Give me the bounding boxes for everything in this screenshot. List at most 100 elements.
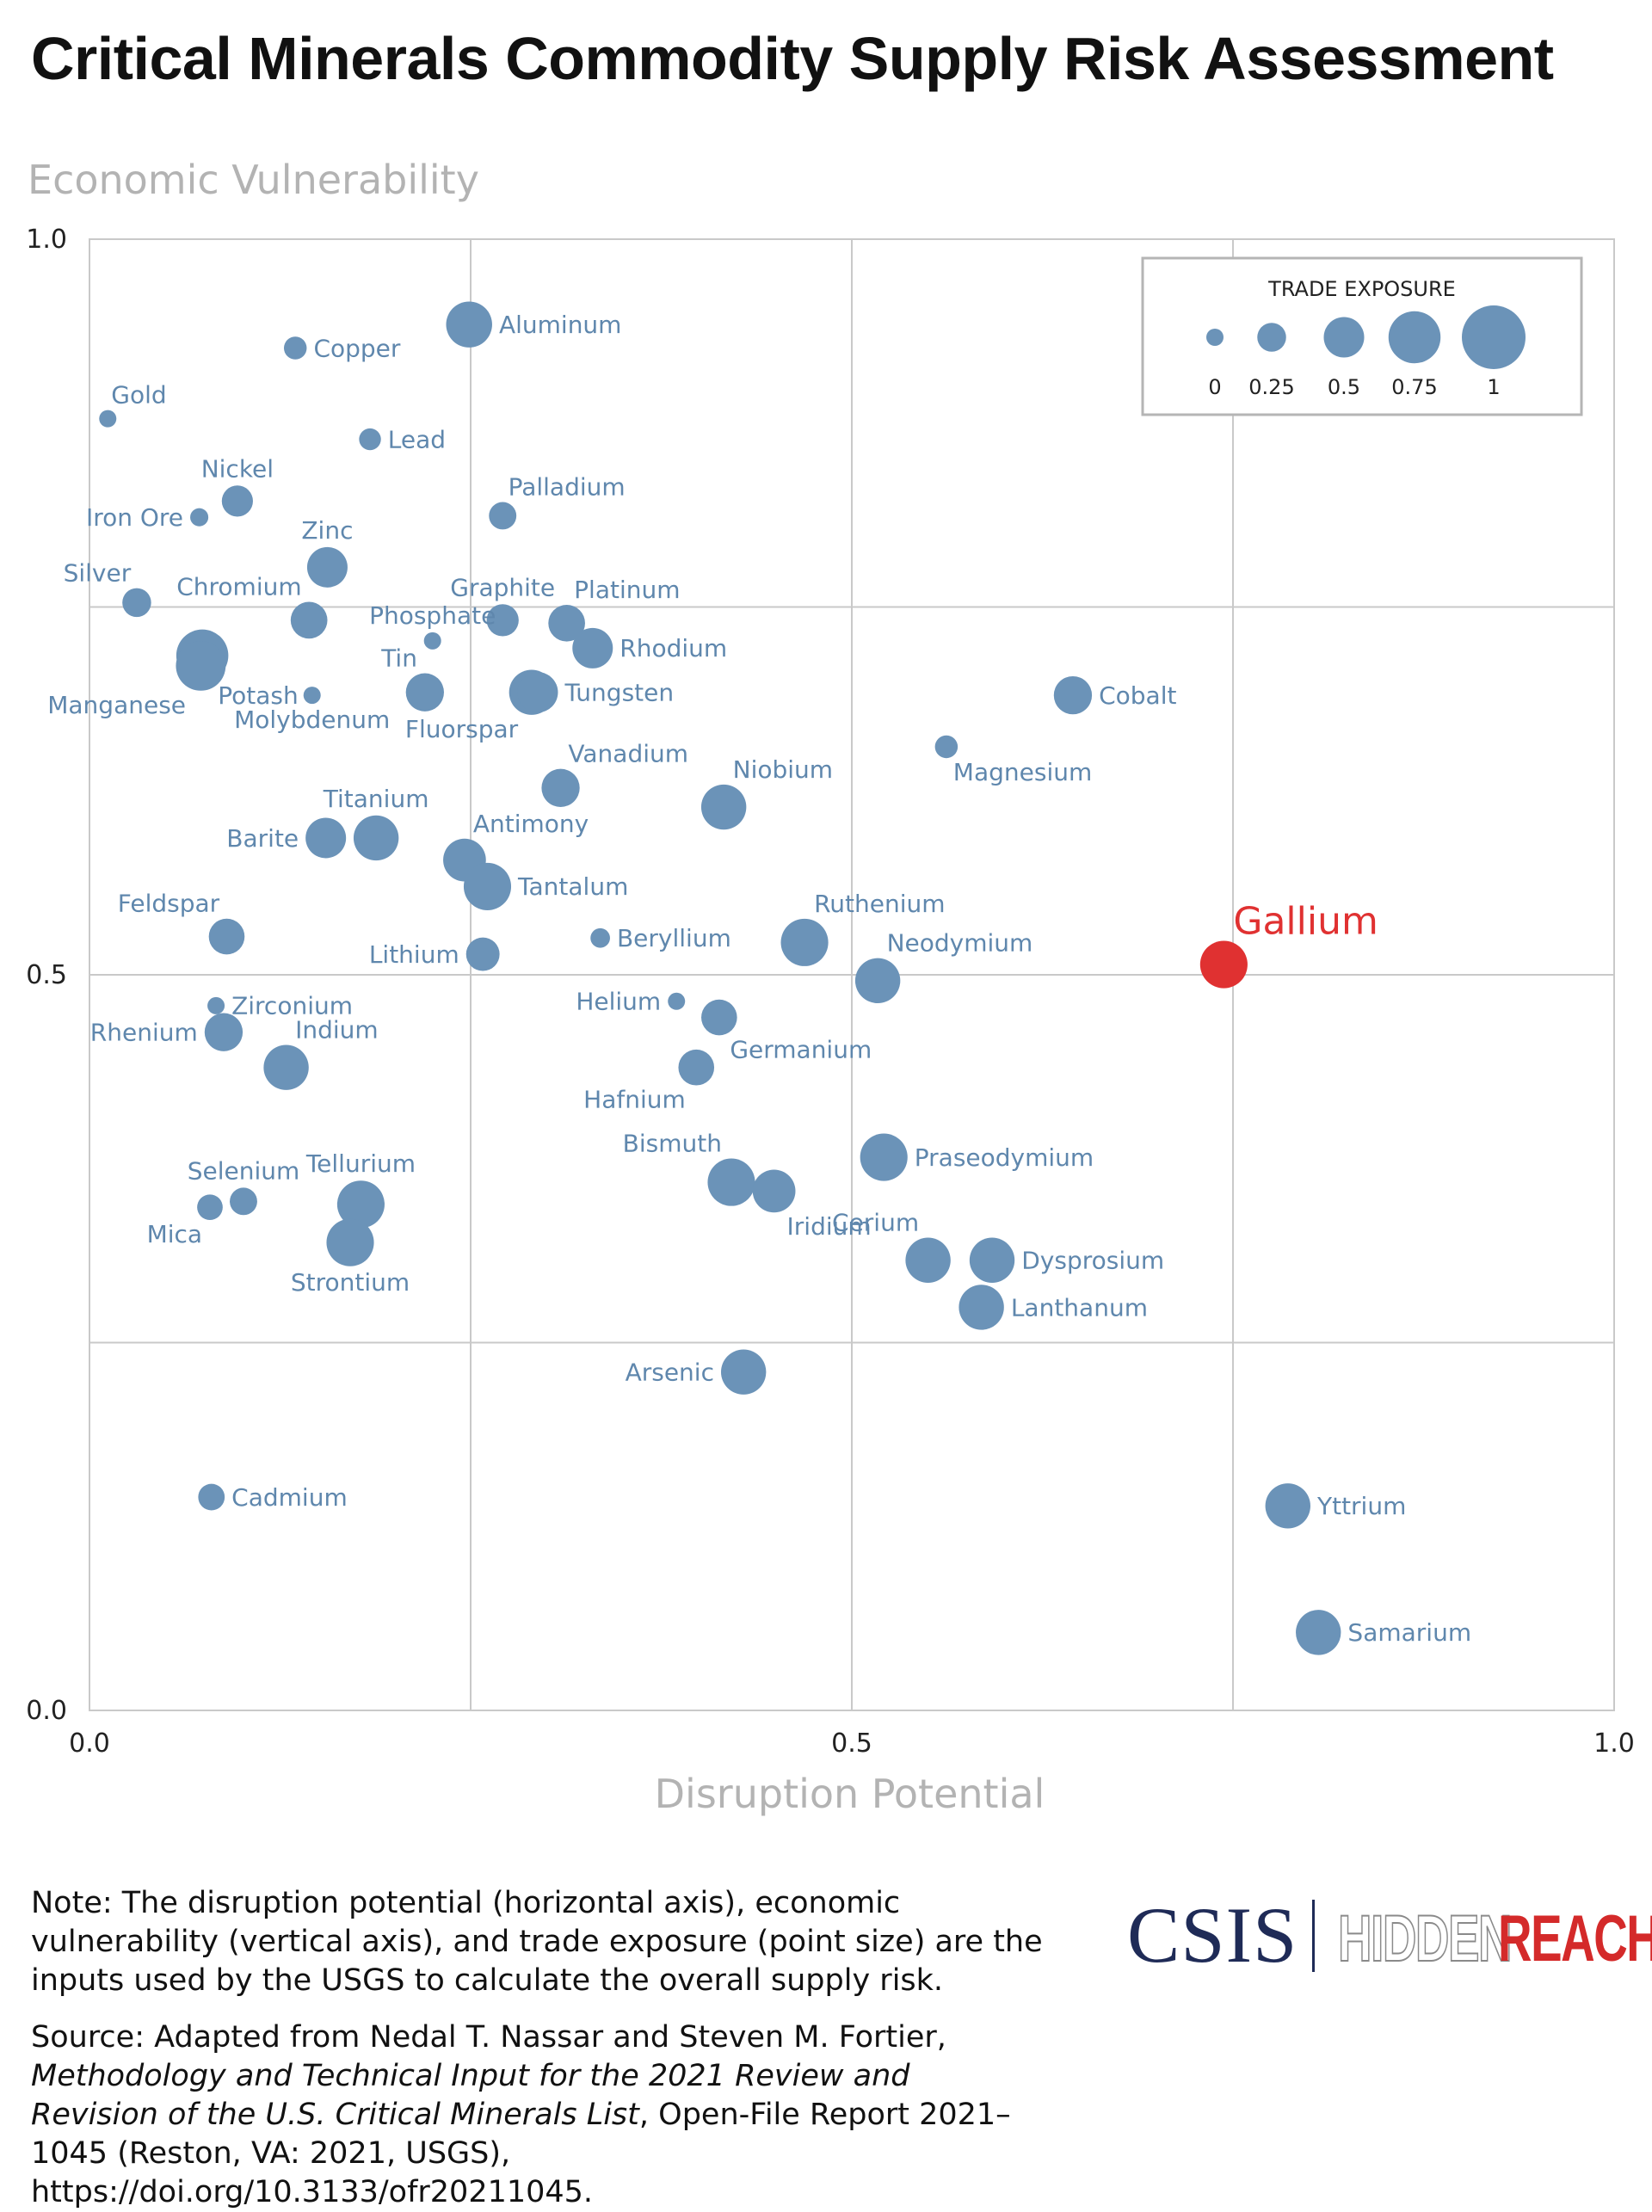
point-tantalum: [463, 862, 512, 910]
point-label: Chromium: [176, 573, 301, 601]
legend-marker: [1206, 329, 1224, 346]
point-label: Arsenic: [626, 1359, 714, 1387]
y-tick-label: 0.5: [26, 960, 67, 990]
point-gold: [99, 410, 117, 428]
point-palladium: [489, 502, 517, 530]
point-zirconium: [207, 996, 225, 1014]
x-tick-label: 0.0: [69, 1728, 110, 1759]
point-cadmium: [198, 1483, 225, 1511]
point-label: Aluminum: [499, 311, 622, 339]
point-label: Helium: [576, 988, 661, 1016]
point-label: Niobium: [733, 755, 833, 784]
point-aluminum: [446, 301, 492, 348]
point-lanthanum: [959, 1285, 1004, 1330]
point-label: Barite: [226, 824, 299, 853]
point-praseodymium: [860, 1133, 908, 1181]
csis-logo: CSIS: [1127, 1891, 1298, 1979]
point-neodymium: [854, 958, 901, 1004]
point-label: Tellurium: [305, 1149, 416, 1178]
point-label: Rhodium: [620, 634, 727, 662]
point-indium: [263, 1044, 309, 1090]
source-title: Methodology and Technical Input for the …: [31, 2059, 910, 2132]
page-title: Critical Minerals Commodity Supply Risk …: [31, 25, 1554, 92]
point-graphite: [486, 604, 519, 637]
point-niobium: [700, 784, 747, 830]
x-tick-label: 0.5: [831, 1728, 872, 1759]
point-iron-ore: [190, 508, 209, 527]
y-axis-title: Economic Vulnerability: [28, 157, 479, 203]
point-label: Fluorspar: [405, 715, 519, 743]
point-label: Strontium: [291, 1268, 410, 1297]
point-label: Lanthanum: [1011, 1293, 1148, 1322]
chart-source: Source: Adapted from Nedal T. Nassar and…: [31, 2018, 1046, 2212]
point-samarium: [1296, 1610, 1341, 1655]
point-tin: [405, 673, 444, 712]
point-magnesium: [934, 735, 959, 759]
point-label: Titanium: [323, 785, 429, 813]
point-lithium: [465, 937, 500, 971]
point-label: Indium: [295, 1016, 379, 1044]
x-tick-label: 1.0: [1593, 1728, 1635, 1759]
point-label: Praseodymium: [915, 1143, 1094, 1172]
point-mica: [197, 1194, 223, 1221]
point-label: Samarium: [1347, 1618, 1471, 1647]
point-platinum: [548, 604, 585, 642]
point-lead: [359, 428, 381, 451]
point-label: Ruthenium: [814, 890, 945, 918]
point-ruthenium: [780, 918, 829, 966]
point-yttrium: [1265, 1483, 1310, 1529]
point-helium: [668, 992, 686, 1010]
point-label: Copper: [313, 334, 400, 362]
logos: CSIS HIDDEN REACH: [1119, 1889, 1652, 1984]
point-beryllium: [590, 927, 610, 948]
point-arsenic: [720, 1349, 767, 1395]
point-label: Beryllium: [617, 924, 731, 952]
point-label: Tantalum: [517, 872, 628, 901]
point-label: Rhenium: [90, 1018, 198, 1046]
point-rhodium: [572, 627, 613, 669]
chart-note: Note: The disruption potential (horizont…: [31, 1886, 1043, 1998]
point-label: Mica: [147, 1220, 203, 1248]
point-label: Zirconium: [231, 992, 353, 1020]
y-tick-label: 0.0: [26, 1696, 67, 1726]
point-label: Iridium: [787, 1212, 872, 1241]
point-label: Potash: [218, 681, 299, 710]
logo-divider: [1312, 1900, 1315, 1972]
point-chromium: [290, 601, 328, 639]
point-label: Cerium: [832, 1209, 919, 1237]
point-zinc: [306, 546, 348, 588]
point-phosphate: [423, 632, 441, 650]
legend-marker: [1323, 317, 1365, 358]
point-label: Hafnium: [583, 1086, 686, 1114]
point-hafnium: [678, 1049, 715, 1086]
point-label: Gallium: [1233, 899, 1378, 943]
legend-label: 1: [1487, 375, 1500, 399]
y-tick-label: 1.0: [26, 225, 67, 255]
point-barite: [305, 817, 347, 859]
hiddenreach-logo-reach: REACH: [1498, 1902, 1652, 1975]
legend-marker: [1462, 305, 1526, 369]
point-label: Silver: [64, 559, 132, 588]
point-cobalt: [1053, 675, 1093, 715]
point-label: Feldspar: [118, 890, 220, 918]
point-label: Nickel: [201, 454, 274, 483]
legend-marker: [1388, 311, 1441, 364]
point-label: Zinc: [301, 516, 353, 545]
point-label: Cadmium: [231, 1483, 348, 1512]
point-label: Manganese: [47, 691, 186, 719]
point-label: Iron Ore: [86, 503, 183, 532]
point-label: Lead: [388, 425, 446, 453]
point-label: Palladium: [509, 473, 626, 502]
point-label: Gold: [111, 381, 166, 410]
legend-label: 0.25: [1248, 375, 1294, 399]
point-label: Magnesium: [953, 758, 1092, 786]
point-silver: [122, 588, 151, 618]
point-label: Tin: [380, 644, 417, 673]
point-iridium: [752, 1169, 796, 1213]
point-label: Tungsten: [564, 678, 674, 706]
point-label: Graphite: [450, 573, 555, 601]
point-cerium: [905, 1237, 951, 1283]
point-label: Molybdenum: [234, 705, 390, 734]
point-manganese: [176, 641, 226, 691]
point-label: Yttrium: [1316, 1492, 1406, 1520]
